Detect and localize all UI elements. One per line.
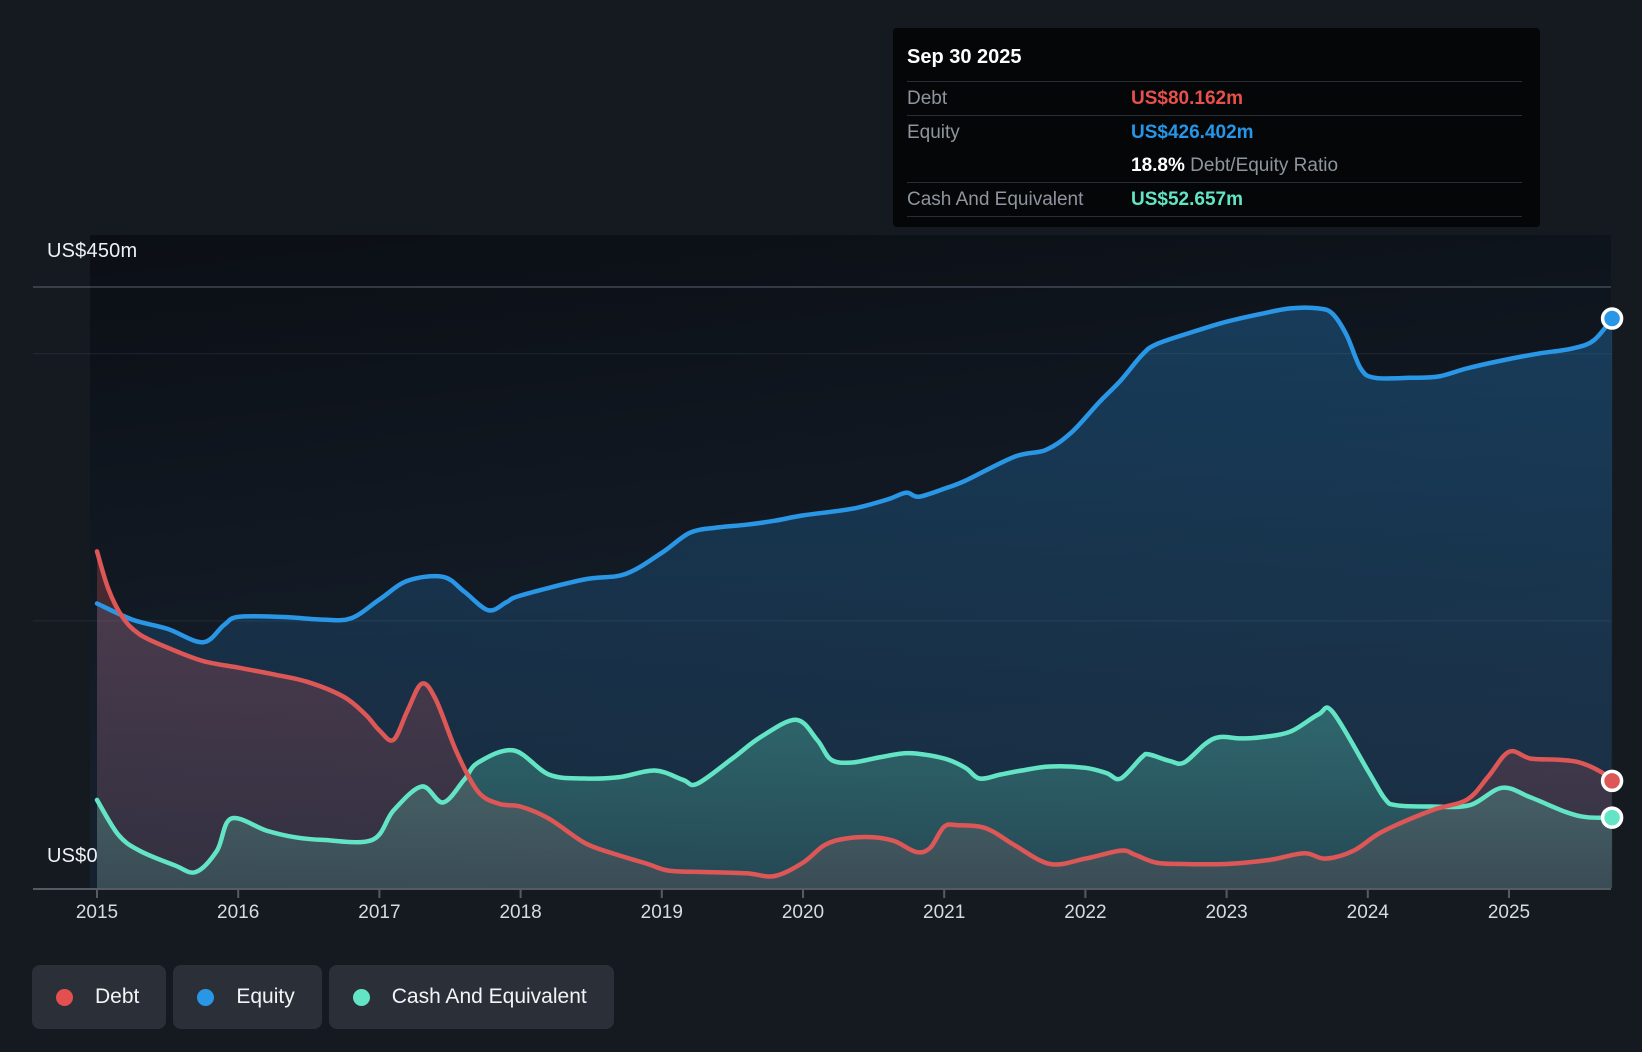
cash-swatch-icon [352, 988, 370, 1006]
tooltip-cash-label: Cash And Equivalent [907, 188, 1084, 210]
x-axis-label-2021: 2021 [923, 902, 966, 923]
x-axis-label-2017: 2017 [358, 902, 401, 923]
tooltip-row-ratio: 18.8% Debt/Equity Ratio [907, 149, 1522, 182]
series-endpoint-equity [1600, 307, 1624, 330]
x-axis-label-2019: 2019 [640, 902, 683, 923]
legend-equity-label: Equity [236, 985, 295, 1008]
y-axis-max-label: US$450m [47, 240, 138, 262]
area-cash-and-equivalent [97, 707, 1613, 888]
x-axis-label-2020: 2020 [781, 902, 825, 923]
line-debt [94, 549, 1615, 879]
legend-debt-label: Debt [95, 985, 140, 1008]
tooltip-row-cash: Cash And Equivalent US$52.657m [907, 182, 1522, 217]
x-axis-label-2015: 2015 [75, 902, 119, 923]
series-endpoint-debt [1600, 769, 1624, 793]
tooltip-equity-value: US$426.402m [1131, 121, 1254, 143]
x-axis-label-2018: 2018 [499, 902, 542, 923]
equity-swatch-icon [197, 988, 215, 1006]
tooltip-ratio-value: 18.8% [1131, 154, 1185, 176]
x-axis-label-2024: 2024 [1346, 902, 1389, 923]
debt-swatch-icon [56, 988, 73, 1006]
series-endpoint-cash-and-equivalent [1600, 806, 1624, 829]
line-cash-and-equivalent [94, 705, 1615, 875]
y-axis-min-label: US$0 [47, 845, 98, 867]
line-equity [94, 305, 1615, 645]
legend-item-debt[interactable]: Debt [32, 965, 167, 1029]
x-axis-label-2016: 2016 [217, 902, 260, 923]
legend-cash-label: Cash And Equivalent [391, 985, 587, 1008]
tooltip-debt-label: Debt [907, 87, 948, 109]
chart-tooltip: Sep 30 2025 Debt US$80.162m Equity US$42… [893, 28, 1540, 227]
tooltip-ratio-label: Debt/Equity Ratio [1190, 154, 1339, 176]
tooltip-date: Sep 30 2025 [907, 46, 1022, 68]
tooltip-equity-label: Equity [907, 121, 960, 143]
tooltip-cash-value: US$52.657m [1131, 188, 1243, 210]
tooltip-row-debt: Debt US$80.162m [907, 81, 1522, 115]
legend-item-cash[interactable]: Cash And Equivalent [328, 965, 614, 1029]
x-axis-label-2023: 2023 [1205, 902, 1248, 923]
tooltip-row-equity: Equity US$426.402m [907, 115, 1522, 149]
legend-item-equity[interactable]: Equity [173, 965, 322, 1029]
tooltip-debt-value: US$80.162m [1131, 87, 1243, 109]
x-axis-label-2025: 2025 [1487, 902, 1531, 923]
x-axis-label-2022: 2022 [1064, 902, 1107, 923]
chart-legend: Debt Equity Cash And Equivalent [32, 965, 614, 1029]
